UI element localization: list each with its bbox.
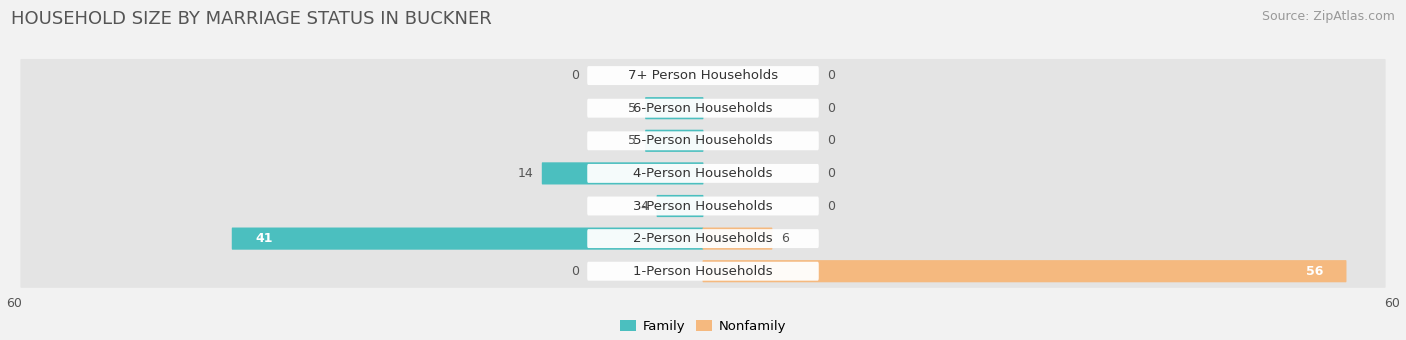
Text: 2-Person Households: 2-Person Households [633,232,773,245]
Text: 0: 0 [827,200,835,212]
Text: 4-Person Households: 4-Person Households [633,167,773,180]
FancyBboxPatch shape [588,262,818,280]
Text: 5: 5 [628,102,637,115]
Text: 0: 0 [827,134,835,147]
FancyBboxPatch shape [657,195,703,217]
Text: 14: 14 [517,167,533,180]
FancyBboxPatch shape [20,189,1386,223]
FancyBboxPatch shape [20,124,1386,157]
FancyBboxPatch shape [588,197,818,216]
Text: 6-Person Households: 6-Person Households [633,102,773,115]
FancyBboxPatch shape [541,162,703,185]
FancyBboxPatch shape [20,91,1386,125]
FancyBboxPatch shape [588,229,818,248]
Text: 1-Person Households: 1-Person Households [633,265,773,278]
FancyBboxPatch shape [232,227,703,250]
Text: 0: 0 [827,69,835,82]
FancyBboxPatch shape [703,227,772,250]
Text: 0: 0 [571,69,579,82]
Text: 5-Person Households: 5-Person Households [633,134,773,147]
FancyBboxPatch shape [20,255,1386,288]
Text: 0: 0 [827,167,835,180]
Text: Source: ZipAtlas.com: Source: ZipAtlas.com [1261,10,1395,23]
Text: 6: 6 [782,232,789,245]
FancyBboxPatch shape [20,59,1386,92]
Text: 0: 0 [571,265,579,278]
FancyBboxPatch shape [20,222,1386,255]
Text: 0: 0 [827,102,835,115]
Text: 3-Person Households: 3-Person Households [633,200,773,212]
Text: 5: 5 [628,134,637,147]
FancyBboxPatch shape [645,130,703,152]
FancyBboxPatch shape [703,260,1347,282]
Text: 56: 56 [1306,265,1323,278]
FancyBboxPatch shape [588,66,818,85]
Text: 4: 4 [640,200,648,212]
FancyBboxPatch shape [20,157,1386,190]
Text: 7+ Person Households: 7+ Person Households [628,69,778,82]
FancyBboxPatch shape [588,99,818,118]
FancyBboxPatch shape [645,97,703,119]
Text: 41: 41 [256,232,273,245]
Legend: Family, Nonfamily: Family, Nonfamily [614,314,792,338]
Text: HOUSEHOLD SIZE BY MARRIAGE STATUS IN BUCKNER: HOUSEHOLD SIZE BY MARRIAGE STATUS IN BUC… [11,10,492,28]
FancyBboxPatch shape [588,164,818,183]
FancyBboxPatch shape [588,131,818,150]
